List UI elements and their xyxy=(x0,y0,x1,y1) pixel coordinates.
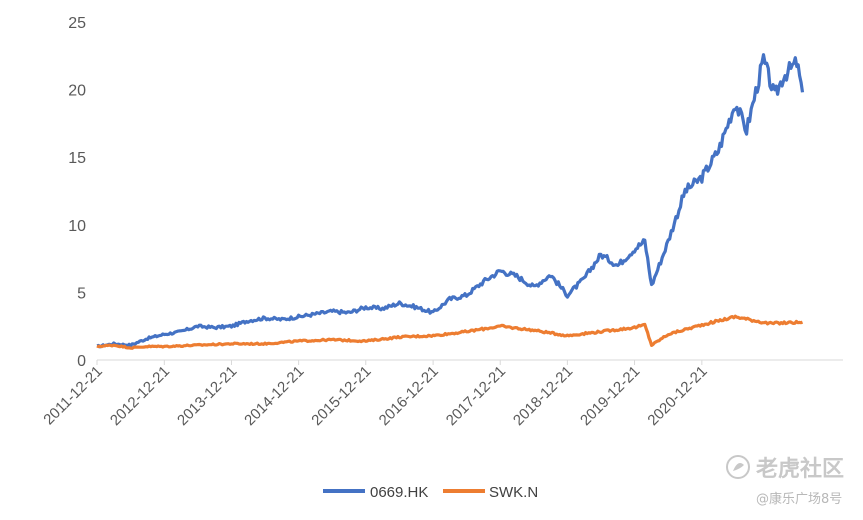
x-tick-label: 2013-12-21 xyxy=(174,363,240,429)
y-tick-label: 10 xyxy=(68,218,86,235)
y-tick-label: 20 xyxy=(68,83,86,100)
tiger-logo-icon xyxy=(726,455,750,479)
series-lines xyxy=(96,53,805,350)
legend: 0669.HK SWK.N xyxy=(323,484,538,501)
x-tick-label: 2012-12-21 xyxy=(107,363,173,429)
watermark-handle: @康乐广场8号 xyxy=(756,491,842,507)
series-line-swk-n xyxy=(96,314,804,350)
y-tick-label: 25 xyxy=(68,15,86,32)
x-tick-label: 2014-12-21 xyxy=(241,363,307,429)
legend-label: 0669.HK xyxy=(370,484,428,501)
x-tick-label: 2018-12-21 xyxy=(510,363,576,429)
y-tick-label: 5 xyxy=(77,285,86,302)
y-tick-label: 0 xyxy=(77,353,86,370)
x-axis-ticks: 2011-12-21 2012-12-21 2013-12-21 2014-12-21… xyxy=(40,360,711,429)
x-tick-label: 2017-12-21 xyxy=(443,363,509,429)
x-tick-label: 2020-12-21 xyxy=(644,363,710,429)
x-tick-label: 2011-12-21 xyxy=(40,363,105,428)
watermark: 老虎社区 @康乐广场8号 xyxy=(726,455,844,507)
watermark-brand: 老虎社区 xyxy=(755,456,844,482)
y-axis-ticks: 0 5 10 15 20 25 xyxy=(68,15,86,370)
series-line-0669-hk xyxy=(96,53,805,349)
x-tick-label: 2019-12-21 xyxy=(577,363,643,429)
x-tick-label: 2016-12-21 xyxy=(376,363,442,429)
legend-label: SWK.N xyxy=(489,484,538,501)
y-tick-label: 15 xyxy=(68,150,86,167)
x-tick-label: 2015-12-21 xyxy=(308,363,374,429)
